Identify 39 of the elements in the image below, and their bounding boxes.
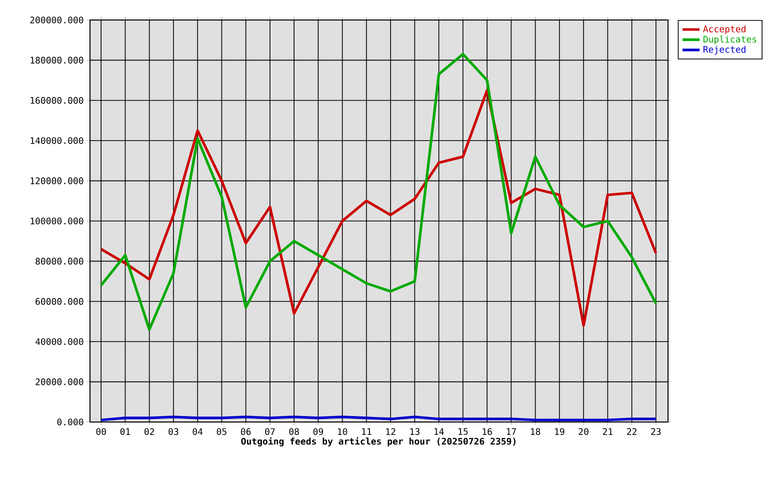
y-tick-label: 120000.000 bbox=[30, 177, 84, 184]
x-tick-label: 13 bbox=[410, 428, 420, 436]
x-tick-label: 16 bbox=[482, 428, 492, 436]
x-tick-label: 02 bbox=[144, 428, 154, 436]
legend-label: Duplicates bbox=[703, 36, 756, 44]
x-tick-label: 22 bbox=[627, 428, 636, 435]
x-tick-label: 11 bbox=[362, 428, 372, 435]
x-tick-label: 18 bbox=[530, 428, 540, 436]
x-tick-label: 12 bbox=[386, 428, 396, 435]
y-tick-label: 60000.000 bbox=[36, 298, 84, 305]
x-tick-label: 19 bbox=[555, 428, 564, 436]
x-tick-label: 03 bbox=[168, 428, 178, 436]
x-tick-label: 00 bbox=[96, 428, 106, 436]
y-tick-label: 40000.000 bbox=[35, 338, 84, 345]
x-tick-label: 23 bbox=[651, 428, 661, 436]
x-tick-label: 20 bbox=[578, 428, 588, 436]
x-tick-label: 21 bbox=[602, 428, 613, 435]
x-tick-label: 08 bbox=[289, 428, 299, 436]
x-tick-label: 05 bbox=[216, 428, 226, 436]
x-tick-label: 04 bbox=[192, 428, 203, 436]
x-tick-label: 07 bbox=[265, 428, 275, 436]
x-tick-label: 17 bbox=[506, 428, 516, 435]
x-tick-label: 06 bbox=[241, 428, 251, 436]
y-tick-label: 100000.000 bbox=[30, 218, 84, 224]
x-axis-title: Outgoing feeds by articles per hour (20250726 2359) bbox=[241, 437, 516, 446]
y-tick-label: 80000.000 bbox=[36, 258, 84, 265]
y-tick-label: 160000.000 bbox=[30, 96, 84, 104]
x-tick-label: 10 bbox=[338, 428, 348, 436]
x-tick-label: 15 bbox=[458, 428, 468, 435]
x-tick-label: 14 bbox=[434, 428, 444, 435]
legend-label: Accepted bbox=[703, 25, 746, 34]
x-tick-label: 09 bbox=[313, 428, 324, 436]
x-tick-label: 01 bbox=[120, 428, 130, 436]
y-tick-label: 140000.000 bbox=[30, 137, 84, 144]
y-tick-label: 180000.000 bbox=[30, 56, 84, 64]
legend-label: Rejected bbox=[704, 46, 746, 55]
y-tick-label: 0.000 bbox=[57, 418, 84, 426]
y-tick-label: 200000.000 bbox=[30, 16, 84, 24]
y-tick-label: 20000.000 bbox=[36, 378, 84, 386]
